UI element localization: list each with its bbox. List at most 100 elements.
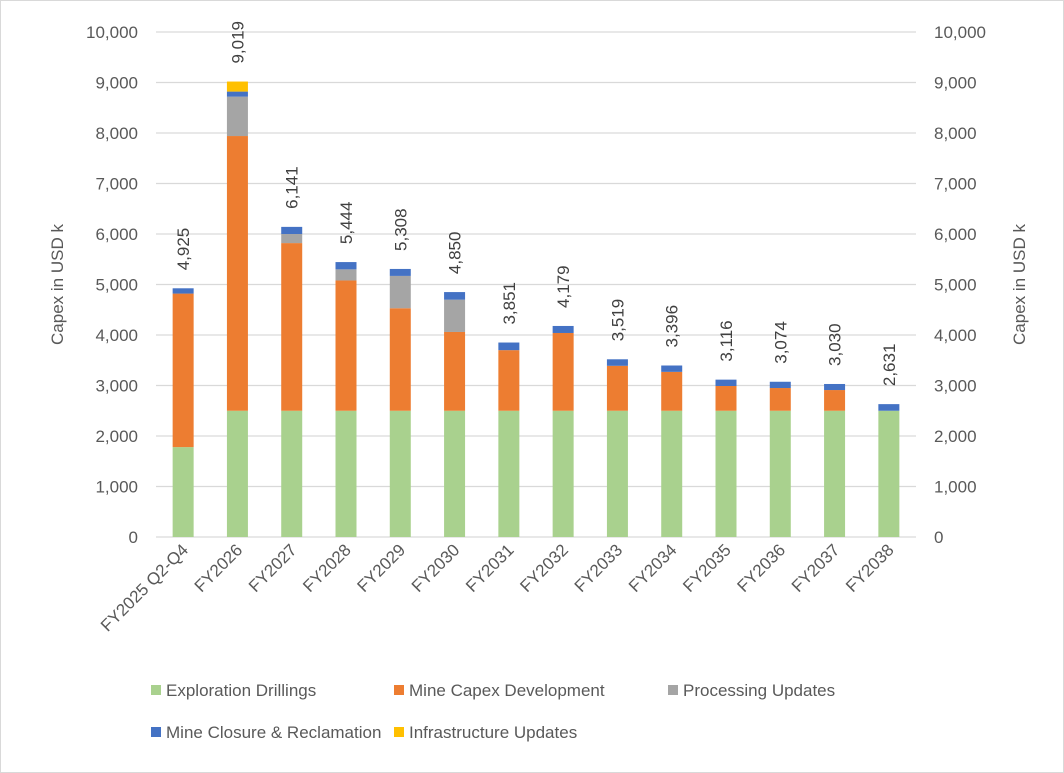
bar-segment-exploration-drillings bbox=[226, 410, 248, 537]
legend-swatch bbox=[394, 685, 404, 695]
bar-segment-mine-capex-development bbox=[498, 350, 520, 411]
bar-segment-mine-closure-reclamation bbox=[661, 365, 683, 372]
legend-swatch bbox=[668, 685, 678, 695]
bar-segment-processing-updates bbox=[281, 234, 303, 244]
bar-segment-mine-capex-development bbox=[824, 390, 846, 411]
bar-segment-mine-capex-development bbox=[606, 365, 628, 411]
x-tick-label: FY2026 bbox=[191, 540, 247, 596]
bar-segment-mine-closure-reclamation bbox=[769, 381, 791, 389]
x-tick-label: FY2034 bbox=[625, 540, 681, 596]
legend-swatch bbox=[151, 685, 161, 695]
legend-label: Processing Updates bbox=[683, 681, 835, 700]
y-tick-label-right: 7,000 bbox=[934, 175, 977, 194]
x-tick-label: FY2028 bbox=[299, 540, 355, 596]
bar-segment-exploration-drillings bbox=[281, 410, 303, 537]
y-tick-label-right: 1,000 bbox=[934, 478, 977, 497]
y-tick-label-right: 4,000 bbox=[934, 326, 977, 345]
bar-segment-mine-capex-development bbox=[444, 331, 466, 411]
y-tick-label-right: 0 bbox=[934, 528, 943, 547]
total-data-label: 4,925 bbox=[174, 228, 193, 271]
bar-segment-exploration-drillings bbox=[715, 410, 737, 537]
x-tick-label: FY2025 Q2-Q4 bbox=[97, 540, 192, 635]
total-data-label: 3,851 bbox=[500, 282, 519, 325]
bar-segment-mine-capex-development bbox=[552, 332, 574, 411]
y-tick-label-left: 1,000 bbox=[95, 478, 138, 497]
y-tick-label-right: 10,000 bbox=[934, 23, 986, 42]
bar-segment-exploration-drillings bbox=[335, 410, 357, 537]
y-tick-label-left: 9,000 bbox=[95, 74, 138, 93]
total-data-label: 5,308 bbox=[391, 208, 410, 251]
bar-segment-exploration-drillings bbox=[606, 410, 628, 537]
bar-segment-mine-capex-development bbox=[226, 136, 248, 411]
y-tick-label-left: 8,000 bbox=[95, 124, 138, 143]
y-tick-label-left: 6,000 bbox=[95, 225, 138, 244]
bar-segment-mine-capex-development bbox=[661, 371, 683, 411]
bar-segment-processing-updates bbox=[389, 275, 411, 309]
bar-segment-exploration-drillings bbox=[444, 410, 466, 537]
bar-segment-mine-capex-development bbox=[172, 293, 194, 448]
x-tick-label: FY2027 bbox=[245, 540, 301, 596]
bar-segment-processing-updates bbox=[335, 269, 357, 281]
bar-segment-mine-closure-reclamation bbox=[824, 383, 846, 391]
total-data-label: 2,631 bbox=[880, 344, 899, 387]
y-tick-label-right: 8,000 bbox=[934, 124, 977, 143]
bar-segment-exploration-drillings bbox=[878, 410, 900, 537]
bar-segment-exploration-drillings bbox=[172, 447, 194, 537]
y-tick-label-left: 3,000 bbox=[95, 377, 138, 396]
legend-label: Mine Closure & Reclamation bbox=[166, 723, 381, 742]
bar-segment-mine-closure-reclamation bbox=[389, 268, 411, 276]
y-tick-label-left: 0 bbox=[129, 528, 138, 547]
bar-segment-mine-closure-reclamation bbox=[715, 379, 737, 387]
bar-segment-mine-capex-development bbox=[335, 280, 357, 411]
bar-segment-mine-closure-reclamation bbox=[226, 91, 248, 97]
total-data-label: 3,030 bbox=[826, 323, 845, 366]
total-data-label: 4,179 bbox=[554, 265, 573, 308]
legend-swatch bbox=[151, 727, 161, 737]
y-tick-label-left: 4,000 bbox=[95, 326, 138, 345]
x-tick-label: FY2035 bbox=[679, 540, 735, 596]
legend-label: Infrastructure Updates bbox=[409, 723, 577, 742]
total-data-label: 6,141 bbox=[283, 166, 302, 209]
total-data-label: 3,074 bbox=[771, 321, 790, 364]
bar-segment-mine-closure-reclamation bbox=[281, 226, 303, 234]
x-tick-label: FY2031 bbox=[462, 540, 518, 596]
bar-segment-processing-updates bbox=[444, 299, 466, 332]
y-axis-title-right: Capex in USD k bbox=[1010, 224, 1029, 345]
bar-segment-mine-closure-reclamation bbox=[498, 342, 520, 351]
x-tick-label: FY2033 bbox=[571, 540, 627, 596]
bar-segment-mine-closure-reclamation bbox=[552, 325, 574, 333]
x-tick-label: FY2032 bbox=[516, 540, 572, 596]
total-data-label: 5,444 bbox=[337, 202, 356, 245]
bar-segment-mine-capex-development bbox=[389, 308, 411, 411]
total-data-label: 3,116 bbox=[717, 320, 736, 361]
bar-segment-mine-capex-development bbox=[281, 243, 303, 411]
bar-segment-mine-closure-reclamation bbox=[878, 404, 900, 411]
bar-segment-exploration-drillings bbox=[661, 410, 683, 537]
bar-segment-exploration-drillings bbox=[552, 410, 574, 537]
bar-segment-mine-closure-reclamation bbox=[606, 359, 628, 366]
y-tick-label-right: 2,000 bbox=[934, 427, 977, 446]
x-tick-label: FY2030 bbox=[408, 540, 464, 596]
x-tick-label: FY2037 bbox=[788, 540, 844, 596]
y-tick-label-right: 6,000 bbox=[934, 225, 977, 244]
bar-segment-exploration-drillings bbox=[769, 410, 791, 537]
legend-swatch bbox=[394, 727, 404, 737]
y-tick-label-right: 5,000 bbox=[934, 276, 977, 295]
bar-segment-processing-updates bbox=[226, 96, 248, 137]
bar-segment-exploration-drillings bbox=[824, 410, 846, 537]
total-data-label: 3,396 bbox=[663, 305, 682, 348]
bar-segment-mine-closure-reclamation bbox=[335, 262, 357, 270]
total-data-label: 4,850 bbox=[446, 232, 465, 275]
x-tick-label: FY2029 bbox=[354, 540, 410, 596]
bar-segment-mine-closure-reclamation bbox=[172, 288, 194, 294]
y-axis-title-left: Capex in USD k bbox=[48, 224, 67, 345]
y-tick-label-right: 3,000 bbox=[934, 377, 977, 396]
bar-segment-exploration-drillings bbox=[498, 410, 520, 537]
bar-segment-infrastructure-updates bbox=[226, 81, 248, 92]
x-tick-label: FY2038 bbox=[842, 540, 898, 596]
y-tick-label-left: 7,000 bbox=[95, 175, 138, 194]
y-tick-label-left: 10,000 bbox=[86, 23, 138, 42]
total-data-label: 9,019 bbox=[228, 21, 247, 64]
